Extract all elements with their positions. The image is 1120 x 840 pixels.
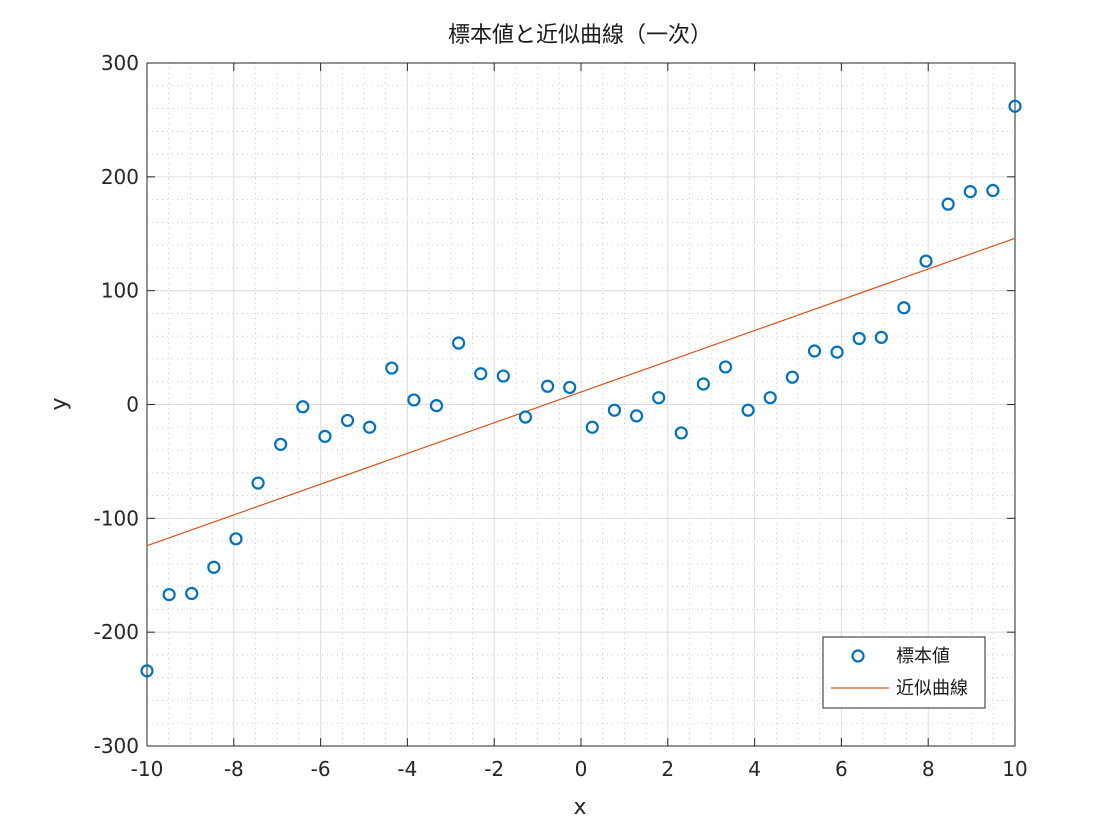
- data-point: [852, 331, 866, 346]
- x-tick-label: -2: [484, 757, 504, 781]
- y-tick-label: -300: [94, 734, 139, 758]
- data-point: [785, 370, 799, 384]
- y-tick-labels: -300 -200 -100 0 100 200 300: [94, 51, 139, 758]
- data-point: [741, 403, 755, 417]
- x-tick-label: 10: [1002, 757, 1027, 781]
- x-tick-label: -6: [311, 757, 331, 781]
- y-tick-label: 300: [101, 51, 139, 75]
- data-point: [318, 429, 332, 443]
- data-point: [718, 360, 733, 374]
- data-point: [763, 391, 777, 405]
- data-point: [674, 426, 688, 440]
- data-point: [629, 409, 644, 423]
- data-point: [296, 400, 310, 414]
- data-point: [1008, 99, 1022, 113]
- fit-line-series: [146, 237, 1016, 547]
- data-point: [363, 420, 377, 434]
- data-point: [563, 380, 577, 395]
- data-point: [207, 560, 221, 574]
- y-tick-label: 100: [101, 279, 139, 303]
- data-point: [941, 197, 955, 211]
- x-tick-label: -8: [224, 757, 244, 781]
- x-tick-label: -10: [131, 757, 164, 781]
- data-point: [986, 183, 1000, 198]
- data-point: [185, 586, 199, 601]
- chart-title: 標本値と近似曲線（一次）: [448, 23, 712, 48]
- data-point: [452, 336, 466, 350]
- x-tick-label: 8: [922, 757, 935, 781]
- fit-line: [146, 237, 1016, 547]
- data-point: [385, 361, 399, 375]
- x-tick-label: 4: [748, 757, 761, 781]
- x-tick-label: -4: [397, 757, 417, 781]
- y-tick-label: -200: [94, 620, 139, 644]
- axis-ticks: [146, 62, 1016, 747]
- data-point: [897, 301, 911, 315]
- legend: 標本値 近似曲線: [822, 636, 986, 709]
- x-tick-labels: -10 -8 -6 -4 -2 0 2 4 6 8 10: [131, 757, 1028, 781]
- x-axis-label: x: [573, 795, 586, 820]
- data-point: [652, 391, 666, 405]
- legend-label-scatter: 標本値: [896, 646, 950, 667]
- y-axis-label: y: [47, 397, 72, 410]
- data-point: [807, 344, 822, 358]
- x-tick-label: 0: [575, 757, 588, 781]
- y-tick-label: -100: [94, 506, 139, 530]
- data-point: [874, 330, 888, 344]
- data-point: [607, 403, 622, 417]
- data-point: [585, 420, 599, 434]
- data-point: [340, 413, 355, 428]
- y-tick-label: 0: [126, 393, 139, 417]
- data-point: [474, 367, 488, 381]
- data-point: [540, 379, 555, 393]
- y-tick-label: 200: [101, 165, 139, 189]
- legend-label-line: 近似曲線: [896, 678, 968, 699]
- data-point: [251, 476, 265, 490]
- legend-marker-scatter: [851, 649, 865, 663]
- data-point: [229, 532, 243, 546]
- data-point: [496, 369, 510, 383]
- data-point: [696, 377, 710, 391]
- data-point: [429, 399, 444, 413]
- legend-box: [822, 636, 986, 709]
- data-point: [830, 345, 844, 359]
- data-point: [140, 664, 154, 678]
- data-point: [963, 185, 977, 199]
- data-point: [274, 437, 288, 451]
- x-tick-label: 2: [661, 757, 674, 781]
- sample-points-series: [140, 99, 1022, 678]
- data-point: [919, 254, 933, 268]
- data-point: [518, 410, 533, 424]
- data-point: [407, 393, 421, 407]
- x-tick-label: 6: [835, 757, 848, 781]
- data-point: [162, 588, 176, 602]
